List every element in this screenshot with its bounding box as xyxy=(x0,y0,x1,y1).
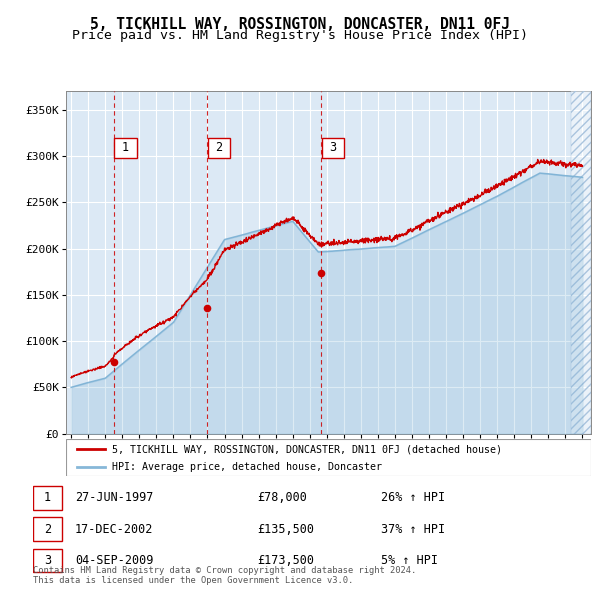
Text: 5, TICKHILL WAY, ROSSINGTON, DONCASTER, DN11 0FJ (detached house): 5, TICKHILL WAY, ROSSINGTON, DONCASTER, … xyxy=(112,444,502,454)
Text: 2: 2 xyxy=(215,142,222,155)
FancyBboxPatch shape xyxy=(115,137,137,158)
FancyBboxPatch shape xyxy=(322,137,344,158)
FancyBboxPatch shape xyxy=(33,549,62,572)
Text: 2: 2 xyxy=(44,523,51,536)
Text: 27-JUN-1997: 27-JUN-1997 xyxy=(75,491,154,504)
Text: Contains HM Land Registry data © Crown copyright and database right 2024.
This d: Contains HM Land Registry data © Crown c… xyxy=(33,566,416,585)
Text: 1: 1 xyxy=(44,491,51,504)
FancyBboxPatch shape xyxy=(208,137,230,158)
Text: HPI: Average price, detached house, Doncaster: HPI: Average price, detached house, Donc… xyxy=(112,462,382,472)
FancyBboxPatch shape xyxy=(66,439,591,476)
Text: £78,000: £78,000 xyxy=(257,491,307,504)
Text: 3: 3 xyxy=(44,554,51,567)
Text: 26% ↑ HPI: 26% ↑ HPI xyxy=(381,491,445,504)
Text: 37% ↑ HPI: 37% ↑ HPI xyxy=(381,523,445,536)
Text: £173,500: £173,500 xyxy=(257,554,314,567)
Text: 3: 3 xyxy=(329,142,337,155)
FancyBboxPatch shape xyxy=(33,517,62,541)
Text: 17-DEC-2002: 17-DEC-2002 xyxy=(75,523,154,536)
Text: 1: 1 xyxy=(122,142,129,155)
Text: 5% ↑ HPI: 5% ↑ HPI xyxy=(381,554,438,567)
FancyBboxPatch shape xyxy=(33,486,62,510)
Text: Price paid vs. HM Land Registry's House Price Index (HPI): Price paid vs. HM Land Registry's House … xyxy=(72,30,528,42)
Text: £135,500: £135,500 xyxy=(257,523,314,536)
Text: 5, TICKHILL WAY, ROSSINGTON, DONCASTER, DN11 0FJ: 5, TICKHILL WAY, ROSSINGTON, DONCASTER, … xyxy=(90,17,510,31)
Text: 04-SEP-2009: 04-SEP-2009 xyxy=(75,554,154,567)
